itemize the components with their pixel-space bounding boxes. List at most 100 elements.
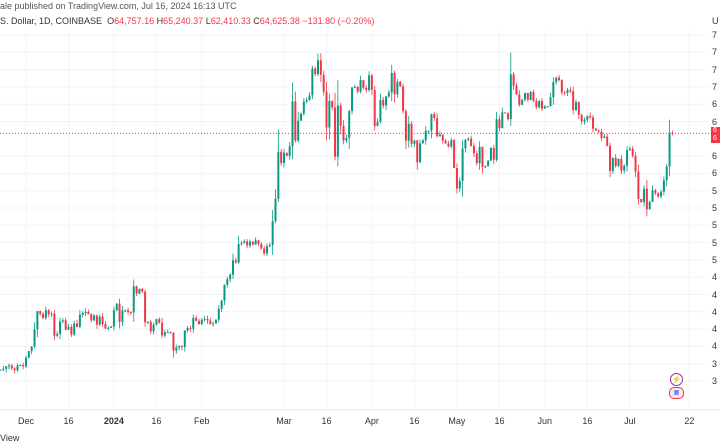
candle-body — [308, 95, 311, 100]
candle-body — [580, 114, 583, 122]
candle-body — [651, 190, 654, 202]
candle-body — [628, 148, 631, 151]
candle-body — [257, 240, 260, 244]
ohlc-legend: S. Dollar, 1D, COINBASE O64,757.16 H65,2… — [0, 16, 374, 26]
price-tick-label: 5 — [712, 185, 718, 196]
candle-body — [331, 100, 334, 108]
candle-body — [93, 315, 96, 321]
badge-countdown: 6 — [713, 135, 717, 142]
lightning-icon[interactable]: ⚡ — [670, 373, 683, 386]
price-tick-label: 5 — [712, 203, 718, 213]
candle-body — [436, 118, 439, 137]
candle-body — [370, 75, 373, 90]
candle-body — [5, 366, 8, 369]
time-tick-label: 16 — [151, 416, 162, 426]
candle-body — [504, 112, 507, 114]
candle-body — [382, 99, 385, 106]
candle-body — [101, 316, 104, 325]
candle-body — [583, 119, 586, 122]
candle-body — [373, 89, 376, 127]
candle-body — [53, 313, 56, 336]
candle-body — [660, 191, 663, 197]
candle-body — [42, 313, 45, 318]
us-flag-icon[interactable]: ▦ — [669, 387, 684, 399]
time-tick-label: 16 — [321, 416, 332, 426]
candle-body — [560, 80, 563, 93]
candle-body — [166, 332, 169, 334]
candle-body — [183, 330, 186, 347]
candle-body — [277, 151, 280, 199]
candle-body — [240, 243, 243, 245]
candle-body — [626, 150, 629, 166]
candle-body — [356, 86, 359, 92]
candle-body — [444, 140, 447, 144]
candle-body — [297, 120, 300, 141]
candle-body — [620, 158, 623, 171]
time-tick-label: Dec — [17, 416, 35, 426]
candle-body — [342, 125, 345, 141]
candle-body — [27, 351, 30, 358]
candle-body — [152, 324, 155, 332]
candle-body — [291, 101, 294, 147]
candle-body — [36, 311, 39, 330]
candle-body — [351, 87, 354, 112]
candle-body — [402, 86, 405, 112]
candle-body — [61, 320, 64, 322]
candle-body — [450, 140, 453, 147]
candle-body — [617, 158, 620, 166]
candle-body — [555, 77, 558, 83]
candle-body — [271, 221, 274, 245]
candle-body — [597, 130, 600, 132]
candle-body — [195, 317, 198, 321]
candle-body — [657, 193, 660, 197]
candle-body — [637, 171, 640, 200]
candle-body — [84, 311, 87, 314]
candle-body — [212, 323, 215, 325]
candle-body — [549, 97, 552, 107]
candle-body — [161, 322, 164, 336]
open-label: O — [107, 16, 115, 26]
symbol-label: S. Dollar, 1D, COINBASE — [0, 16, 103, 26]
candle-body — [487, 160, 490, 167]
candle-body — [107, 327, 110, 329]
candle-body — [169, 332, 172, 334]
candle-body — [175, 347, 178, 351]
price-tick-label: 3 — [712, 376, 718, 386]
candle-body — [19, 364, 22, 366]
candle-body — [396, 81, 399, 95]
candle-body — [243, 241, 246, 244]
candle-body — [180, 345, 183, 347]
candle-body — [529, 92, 532, 100]
candle-body — [427, 130, 430, 132]
candle-body — [484, 166, 487, 168]
candle-body — [475, 153, 478, 164]
close-label: C — [253, 16, 260, 26]
price-tick-label: 5 — [712, 254, 718, 265]
candle-body — [430, 114, 433, 131]
candle-body — [512, 74, 515, 86]
candle-body — [203, 318, 206, 320]
candle-body — [302, 101, 305, 114]
candle-body — [404, 111, 407, 141]
candle-body — [526, 93, 529, 100]
candle-body — [438, 134, 441, 137]
candle-body — [643, 188, 646, 203]
candle-body — [543, 106, 546, 109]
price-tick-label: 7 — [712, 64, 718, 75]
candle-body — [572, 91, 575, 111]
candle-body — [470, 138, 473, 146]
candle-body — [467, 138, 470, 140]
time-tick-label: 16 — [63, 416, 74, 426]
candle-body — [453, 140, 456, 168]
candle-body — [135, 286, 138, 294]
candle-body — [552, 82, 555, 98]
candle-body — [132, 286, 135, 313]
candle-body — [95, 315, 98, 325]
candle-body — [645, 188, 648, 210]
candle-body — [149, 321, 152, 332]
candle-body — [104, 324, 107, 329]
time-tick-label: 2024 — [103, 416, 124, 426]
candle-body — [623, 165, 626, 171]
